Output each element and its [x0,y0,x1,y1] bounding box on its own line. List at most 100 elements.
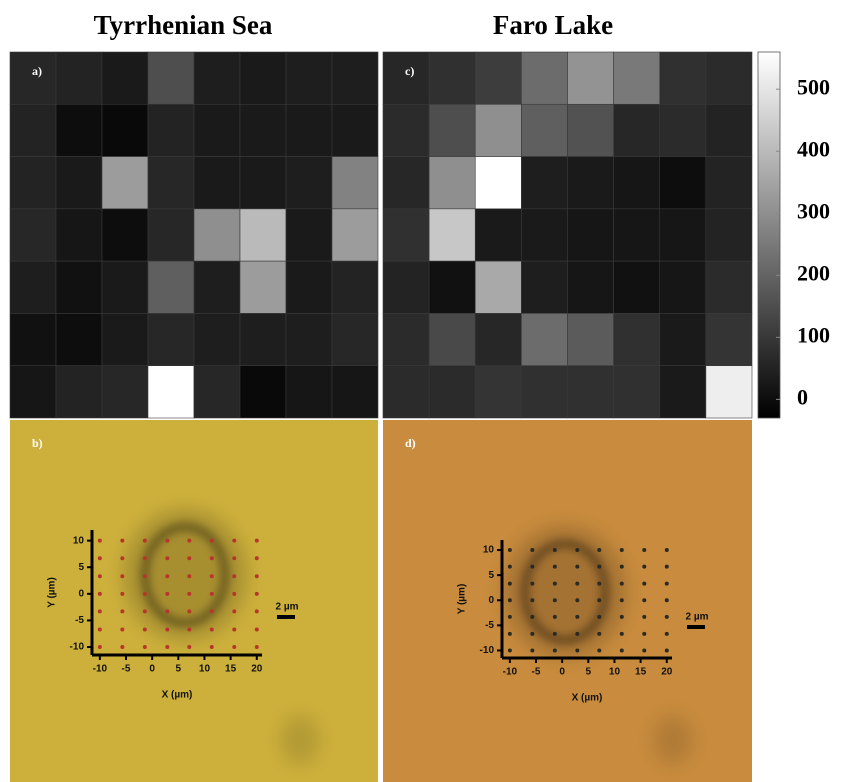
heatmap-cell [194,157,240,209]
heatmap-cell [521,52,567,104]
sampling-point [642,615,646,619]
sampling-point [232,609,236,613]
heatmap-cell [660,366,706,418]
heatmap-cell [706,104,752,156]
sampling-point [575,632,579,636]
x-tick-label: 5 [176,664,182,675]
heatmap-cell [148,313,194,365]
heatmap-cell [286,261,332,313]
heatmap-cell [706,366,752,418]
x-axis-label: X (µm) [572,693,603,704]
sampling-point [98,609,102,613]
heatmap-cell [475,157,521,209]
sampling-point [143,592,147,596]
heatmap-cell [10,313,56,365]
sampling-point [665,582,669,586]
sampling-point [187,592,191,596]
sampling-point [597,548,601,552]
heatmap-cell [148,209,194,261]
heatmap-cell [568,313,614,365]
sampling-point [553,548,557,552]
heatmap-cell [383,209,429,261]
x-tick-label: 10 [199,664,211,675]
shade [653,715,693,765]
heatmap-cell [148,261,194,313]
heatmap-cell [194,261,240,313]
sampling-point [553,615,557,619]
sampling-point [143,645,147,649]
sampling-point [575,582,579,586]
scale-bar [687,625,705,629]
x-tick-label: -10 [503,667,518,678]
heatmap-cell [10,366,56,418]
heatmap-cell [332,157,378,209]
sampling-point [665,615,669,619]
sampling-point [597,632,601,636]
heatmap-cell [56,157,102,209]
heatmap-cell [660,157,706,209]
sampling-point [642,598,646,602]
x-tick-label: 0 [559,667,565,678]
heatmap-cell [194,366,240,418]
heatmap-cell [286,313,332,365]
heatmap-cell [706,313,752,365]
heatmap-cell [521,261,567,313]
heatmap-cell [286,157,332,209]
heatmap-cell [429,366,475,418]
heatmap-cell [102,157,148,209]
sampling-point [597,565,601,569]
heatmap-cell [10,209,56,261]
heatmap-cell [614,366,660,418]
sampling-point [143,556,147,560]
heatmap-cell [10,104,56,156]
sampling-point [508,615,512,619]
heatmap-cell [429,104,475,156]
panel-label: d) [405,436,416,450]
sampling-point [232,592,236,596]
sampling-point [620,632,624,636]
heatmap-cell [475,366,521,418]
colorbar-tick-label: 0 [797,384,808,409]
sampling-point [553,565,557,569]
heatmap-cell [240,157,286,209]
sampling-point [165,645,169,649]
panel-label: b) [32,436,43,450]
sampling-point [665,632,669,636]
sampling-point [575,548,579,552]
sampling-point [530,582,534,586]
x-tick-label: 20 [661,667,673,678]
sampling-point [642,632,646,636]
y-tick-label: 5 [78,562,84,573]
sampling-point [98,556,102,560]
heatmap-cell [429,157,475,209]
y-axis-label: Y (µm) [47,577,58,608]
panel-title: Faro Lake [493,10,613,40]
heatmap-cell [429,209,475,261]
heatmap-cell [332,209,378,261]
heatmap-cell [660,313,706,365]
sampling-point [232,645,236,649]
x-tick-label: -5 [122,664,131,675]
sampling-point [255,592,259,596]
heatmap-cell [383,313,429,365]
heatmap-cell [429,261,475,313]
heatmap-cell [475,209,521,261]
sampling-point [255,574,259,578]
colorbar-tick-label: 100 [797,322,830,347]
sampling-point [232,556,236,560]
sampling-point [98,592,102,596]
sampling-point [665,565,669,569]
heatmap-cell [383,366,429,418]
sampling-point [210,539,214,543]
sampling-point [597,598,601,602]
scale-bar-label: 2 µm [686,612,709,623]
heatmap-cell [286,52,332,104]
heatmap-cell [56,261,102,313]
sampling-point [187,645,191,649]
x-tick-label: -10 [93,664,108,675]
sampling-point [120,645,124,649]
sampling-point [665,598,669,602]
heatmap-cell [614,52,660,104]
sampling-point [508,548,512,552]
sampling-point [553,648,557,652]
